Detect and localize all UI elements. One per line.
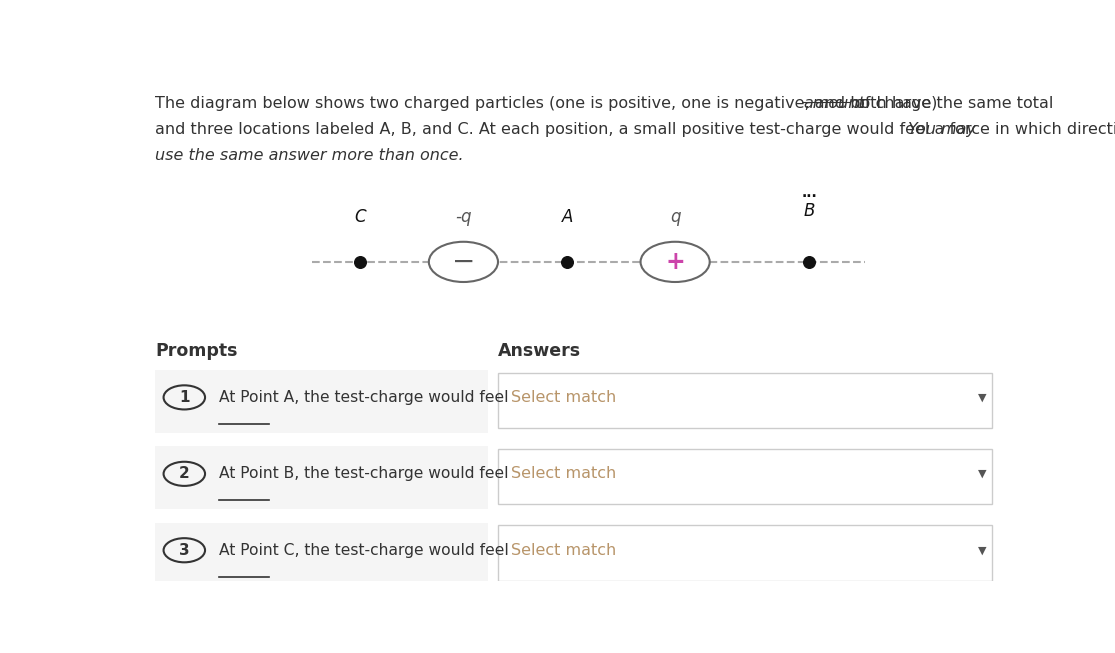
Text: At Point C, the test-charge would feel: At Point C, the test-charge would feel — [219, 543, 508, 558]
Text: A: A — [562, 208, 573, 226]
Text: use the same answer more than once.: use the same answer more than once. — [155, 148, 464, 163]
Text: 3: 3 — [180, 543, 190, 558]
Text: Prompts: Prompts — [155, 342, 237, 360]
FancyBboxPatch shape — [155, 370, 487, 433]
Text: and three locations labeled A, B, and C. At each position, a small positive test: and three locations labeled A, B, and C.… — [155, 122, 1115, 137]
Text: Select match: Select match — [511, 390, 617, 405]
Text: +: + — [666, 250, 685, 274]
Text: ▼: ▼ — [978, 545, 986, 555]
Text: q: q — [670, 208, 680, 226]
Circle shape — [429, 242, 498, 282]
Text: ▼: ▼ — [978, 392, 986, 402]
Text: ···: ··· — [802, 189, 817, 204]
Text: amount: amount — [803, 96, 864, 111]
FancyBboxPatch shape — [498, 372, 992, 428]
Text: 2: 2 — [178, 466, 190, 481]
Text: 1: 1 — [180, 390, 190, 405]
Text: You may: You may — [909, 122, 977, 137]
FancyBboxPatch shape — [498, 449, 992, 504]
Text: -q: -q — [455, 208, 472, 226]
FancyBboxPatch shape — [155, 447, 487, 509]
Point — [559, 257, 576, 267]
Text: The diagram below shows two charged particles (one is positive, one is negative,: The diagram below shows two charged part… — [155, 96, 1058, 111]
Circle shape — [641, 242, 709, 282]
FancyBboxPatch shape — [498, 526, 992, 581]
FancyBboxPatch shape — [155, 523, 487, 586]
Text: Answers: Answers — [498, 342, 581, 360]
Text: −: − — [452, 248, 475, 276]
Text: Select match: Select match — [511, 466, 617, 481]
Text: At Point B, the test-charge would feel: At Point B, the test-charge would feel — [219, 466, 508, 481]
Text: At Point A, the test-charge would feel: At Point A, the test-charge would feel — [219, 390, 508, 405]
Text: of charge): of charge) — [850, 96, 937, 111]
Point — [351, 257, 369, 267]
Text: ▼: ▼ — [978, 469, 986, 479]
Point — [801, 257, 818, 267]
Text: C: C — [353, 208, 366, 226]
Text: B: B — [804, 202, 815, 219]
Text: Select match: Select match — [511, 543, 617, 558]
